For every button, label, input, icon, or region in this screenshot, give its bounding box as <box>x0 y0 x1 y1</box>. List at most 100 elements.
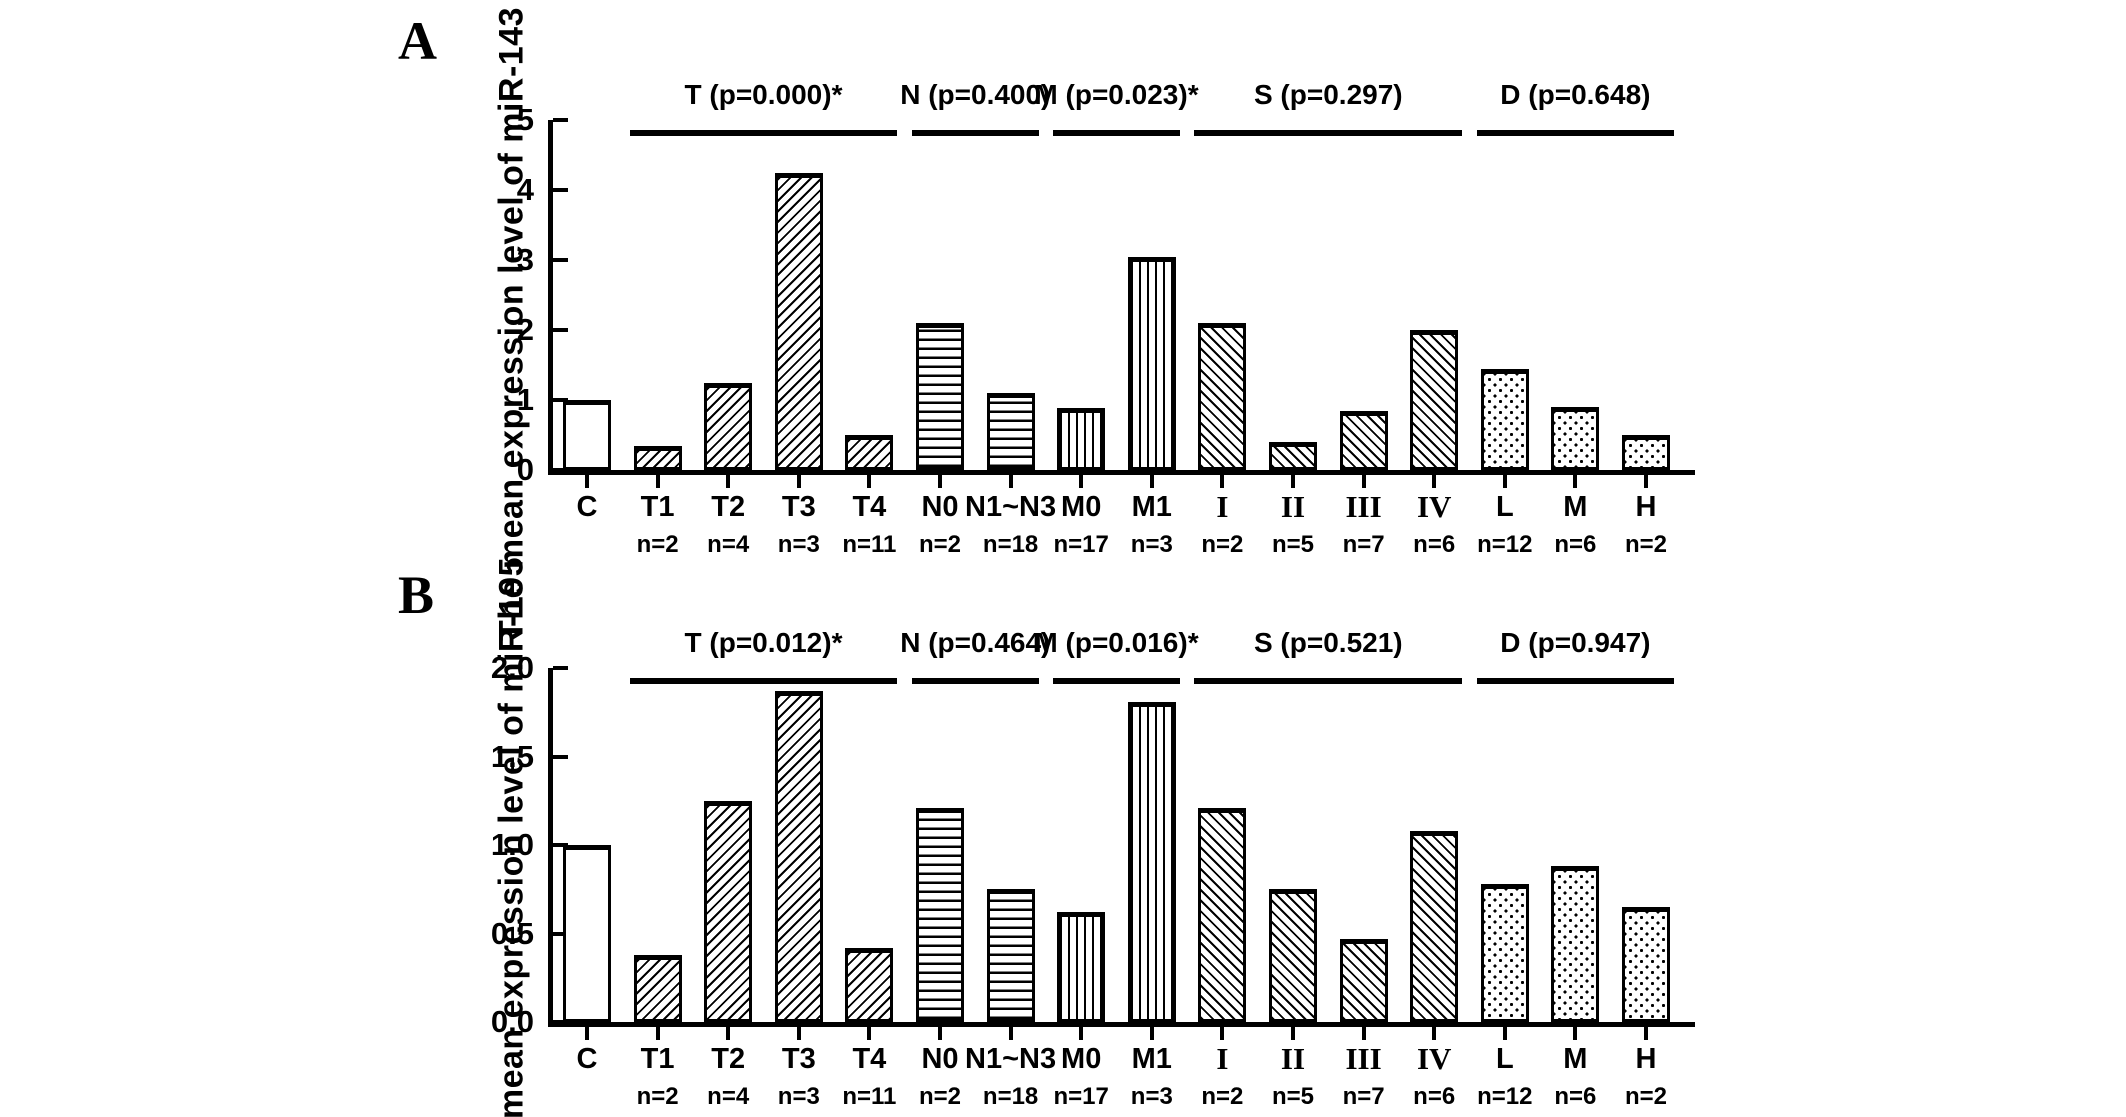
x-label-t1: T1 <box>640 491 675 523</box>
x-tick <box>1573 1027 1578 1040</box>
group-line-t <box>629 130 898 136</box>
n-label-m: n=6 <box>1554 1083 1597 1110</box>
group-line-m <box>1053 678 1180 684</box>
bar-t4 <box>845 435 894 470</box>
x-label-iv: IV <box>1416 1041 1452 1076</box>
group-line-s <box>1194 678 1463 684</box>
y-tick <box>553 328 568 332</box>
group-label-n: N (p=0.400) <box>900 79 1051 110</box>
x-tick <box>796 1027 801 1040</box>
y-tick-label: 0 <box>516 452 534 487</box>
x-label-ii: II <box>1280 1041 1306 1076</box>
group-line-n <box>912 678 1039 684</box>
x-tick <box>1502 1027 1507 1040</box>
x-tick <box>655 475 660 488</box>
x-label-n1-n3: N1~N3 <box>965 491 1057 523</box>
n-label-t3: n=3 <box>777 1083 820 1110</box>
y-tick <box>553 666 568 670</box>
group-label-d: D (p=0.648) <box>1500 79 1651 110</box>
y-tick <box>553 1020 568 1024</box>
bar-t1 <box>633 954 682 1022</box>
x-label-m1: M1 <box>1131 1043 1172 1075</box>
group-label-m: M (p=0.016)* <box>1034 627 1199 658</box>
n-label-ii: n=5 <box>1271 531 1315 558</box>
x-tick <box>1644 475 1648 488</box>
n-label-t4: n=11 <box>842 531 897 558</box>
bar-c <box>563 400 611 470</box>
x-tick <box>867 1027 872 1040</box>
y-tick-label: 1 <box>516 382 534 417</box>
x-tick <box>655 1027 660 1040</box>
bar-ii <box>1269 889 1317 1022</box>
x-label-t2: T2 <box>711 1043 746 1075</box>
x-tick <box>1644 1027 1648 1040</box>
x-tick <box>726 1027 731 1040</box>
y-tick-label: 5 <box>516 102 534 137</box>
y-tick <box>553 843 568 847</box>
n-label-t2: n=4 <box>707 531 750 558</box>
n-label-iii: n=7 <box>1342 531 1385 558</box>
y-tick-label: 1.5 <box>490 738 534 774</box>
x-label-l: L <box>1495 491 1514 523</box>
n-label-t4: n=11 <box>842 1083 897 1110</box>
y-tick <box>553 398 568 402</box>
x-tick <box>1220 1027 1225 1040</box>
n-label-m: n=6 <box>1554 531 1597 558</box>
x-tick <box>1149 475 1154 488</box>
x-label-t3: T3 <box>781 1043 816 1075</box>
x-tick <box>796 475 801 488</box>
bar-i <box>1198 807 1247 1022</box>
bar-m0 <box>1057 912 1106 1022</box>
y-tick <box>553 931 568 936</box>
x-tick <box>1220 475 1225 488</box>
group-label-s: S (p=0.521) <box>1253 627 1403 658</box>
bar-ii <box>1269 442 1317 470</box>
n-label-ii: n=5 <box>1271 1083 1315 1110</box>
x-label-i: I <box>1216 1041 1229 1076</box>
x-tick <box>938 1027 942 1040</box>
bar-m <box>1551 407 1600 470</box>
bar-t1 <box>633 445 682 470</box>
group-line-t <box>629 678 898 684</box>
x-label-c: C <box>576 1043 598 1075</box>
bar-iii <box>1339 938 1388 1022</box>
n-label-iv: n=6 <box>1413 531 1456 558</box>
n-label-n1-n3: n=18 <box>982 1083 1039 1110</box>
x-tick <box>1079 475 1084 488</box>
bar-h <box>1622 906 1670 1022</box>
x-label-iii: III <box>1345 489 1382 524</box>
x-label-t4: T4 <box>852 491 887 523</box>
y-tick <box>553 258 568 262</box>
group-line-n <box>912 130 1039 136</box>
x-label-h: H <box>1635 1043 1657 1075</box>
n-label-t3: n=3 <box>777 531 820 558</box>
bar-n0 <box>916 323 964 470</box>
n-label-t1: n=2 <box>636 1083 679 1110</box>
x-label-iv: IV <box>1416 489 1452 524</box>
n-label-i: n=2 <box>1201 1083 1244 1110</box>
plot-area-b: 0.0 0.5 1.0 1.5 2.0 C T1 n=2 T2 n=4 T3 n=3 T4 n=11 N0 n… <box>491 628 1695 1110</box>
x-label-m0: M0 <box>1061 1043 1102 1075</box>
n-label-n0: n=2 <box>918 1083 962 1110</box>
x-tick <box>1008 1027 1013 1040</box>
x-tick <box>1502 475 1507 488</box>
bar-n0 <box>916 807 964 1022</box>
y-tick <box>553 118 568 122</box>
panel-letter-a: A <box>398 11 437 71</box>
group-line-m <box>1053 130 1180 136</box>
x-tick <box>585 1027 589 1040</box>
bar-t4 <box>845 947 894 1022</box>
bar-l <box>1480 883 1529 1022</box>
x-label-h: H <box>1635 491 1657 523</box>
n-label-m0: n=17 <box>1053 531 1109 558</box>
group-label-m: M (p=0.023)* <box>1034 79 1199 110</box>
bar-n1-n3 <box>986 889 1035 1022</box>
y-axis-line <box>548 120 553 475</box>
bar-t3 <box>774 172 823 470</box>
x-label-t4: T4 <box>852 1043 887 1075</box>
x-axis-line <box>548 470 1695 475</box>
n-label-i: n=2 <box>1201 531 1244 558</box>
bar-m1 <box>1127 256 1176 470</box>
y-axis-line <box>548 668 553 1027</box>
x-axis-line <box>548 1022 1695 1027</box>
